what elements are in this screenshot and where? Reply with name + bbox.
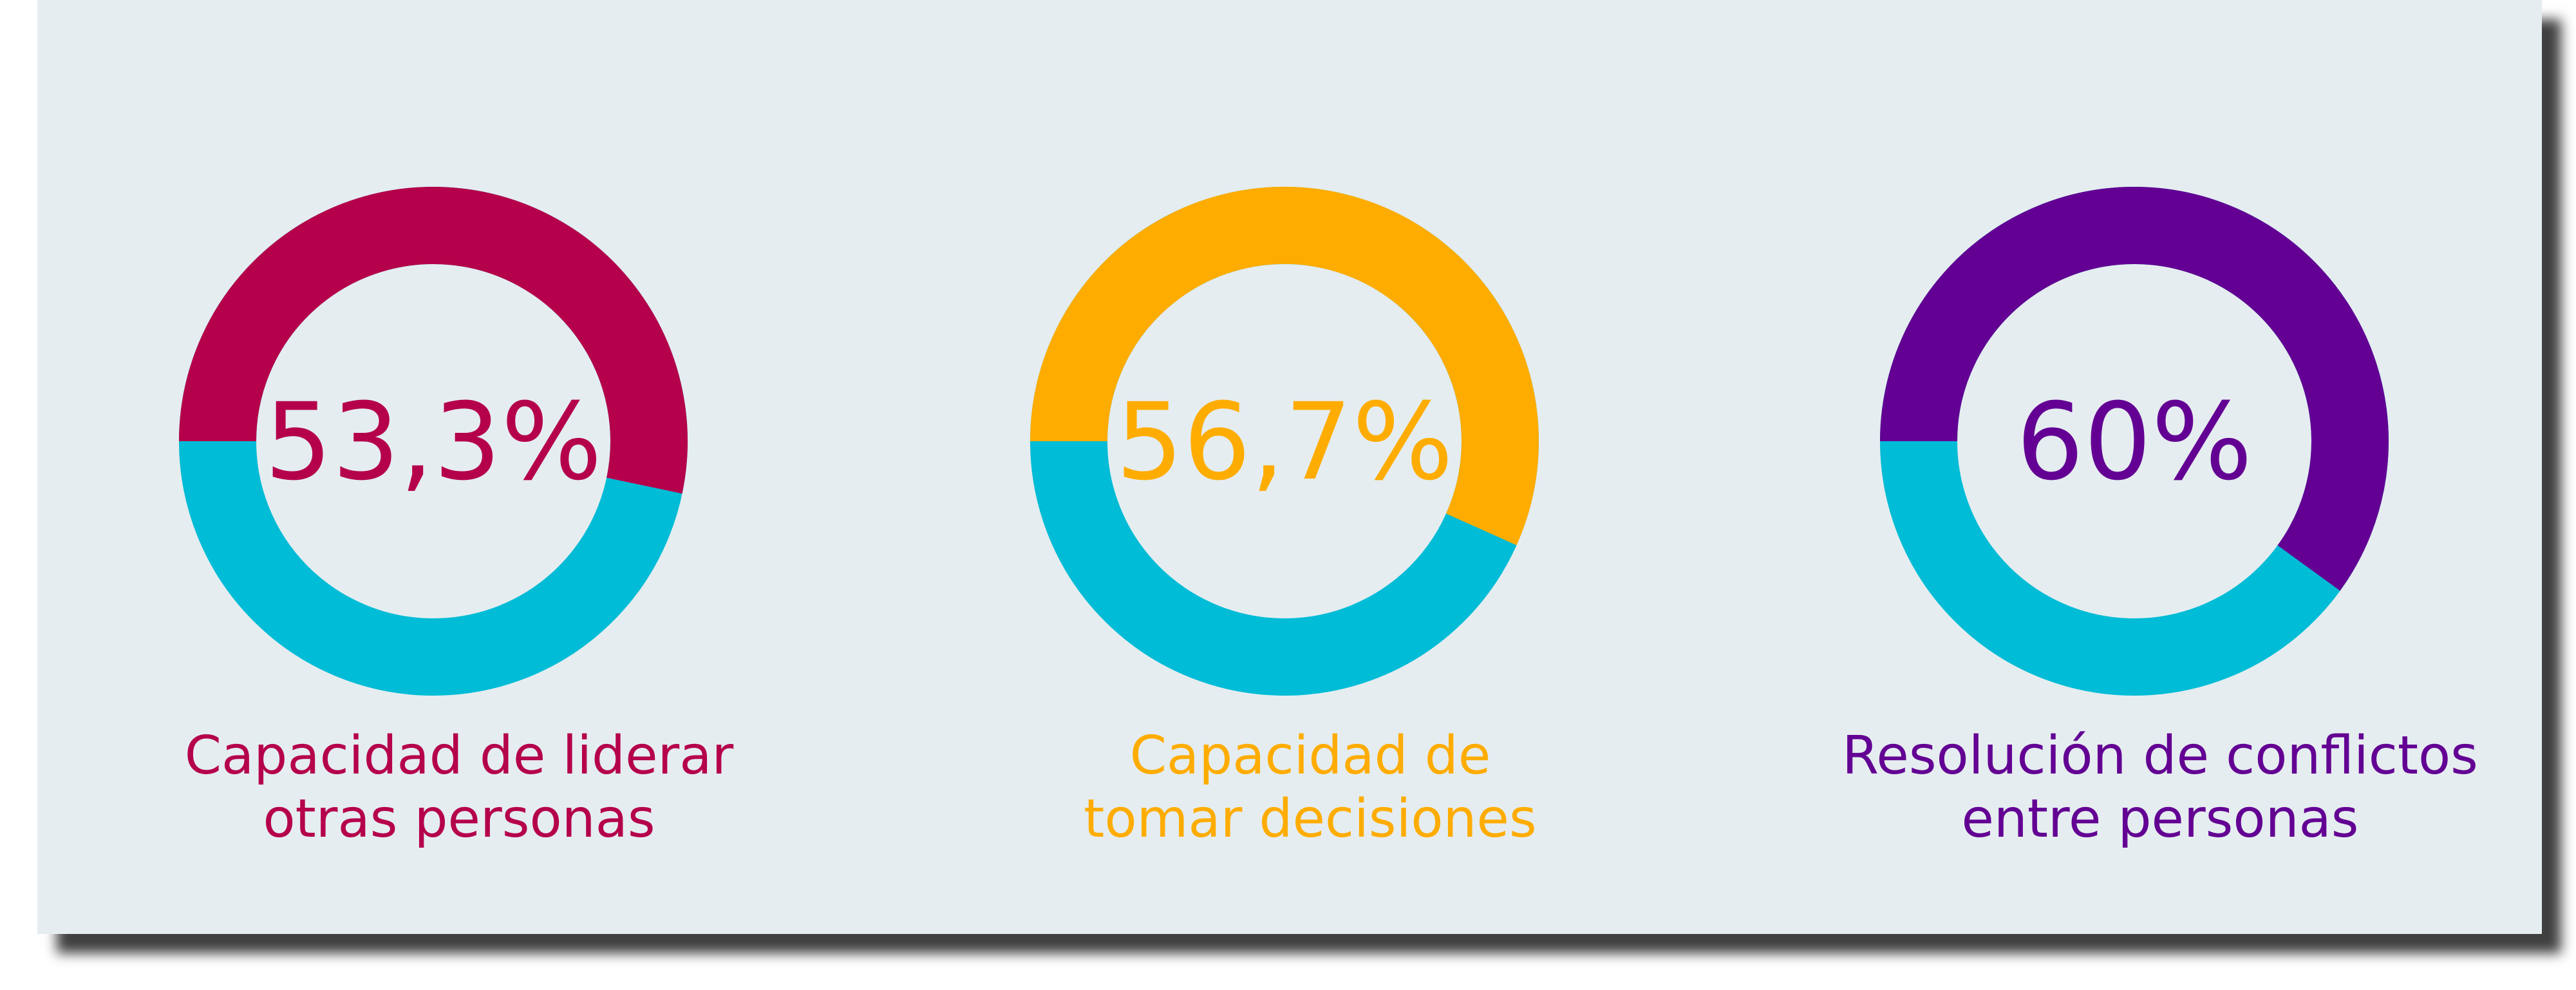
donut-slice-leadership	[179, 187, 688, 494]
chart-label-conflicts: Resolución de conflictos entre personas	[1774, 725, 2546, 851]
label-line: tomar decisiones	[1084, 788, 1537, 850]
percentage-label-conflicts: 60%	[2017, 380, 2253, 504]
infographic-panel: 53,3% 56,7% 60% Capacidad de liderar otras…	[37, 0, 2542, 934]
donut-charts: 53,3% 56,7% 60%	[179, 187, 2389, 696]
chart-label-leadership: Capacidad de liderar otras personas	[73, 725, 845, 851]
donut-slice-conflicts	[1880, 187, 2389, 591]
label-line: entre personas	[1961, 788, 2359, 850]
donut-slice-decisions	[1030, 187, 1539, 546]
chart-label-decisions: Capacidad de tomar decisiones	[924, 725, 1697, 851]
percentage-label-leadership: 53,3%	[265, 380, 602, 504]
label-line: Capacidad de	[1129, 725, 1491, 786]
label-line: Resolución de conflictos	[1842, 725, 2478, 786]
label-line: otras personas	[263, 788, 655, 850]
percentage-label-decisions: 56,7%	[1116, 380, 1453, 504]
label-line: Capacidad de liderar	[184, 725, 734, 786]
